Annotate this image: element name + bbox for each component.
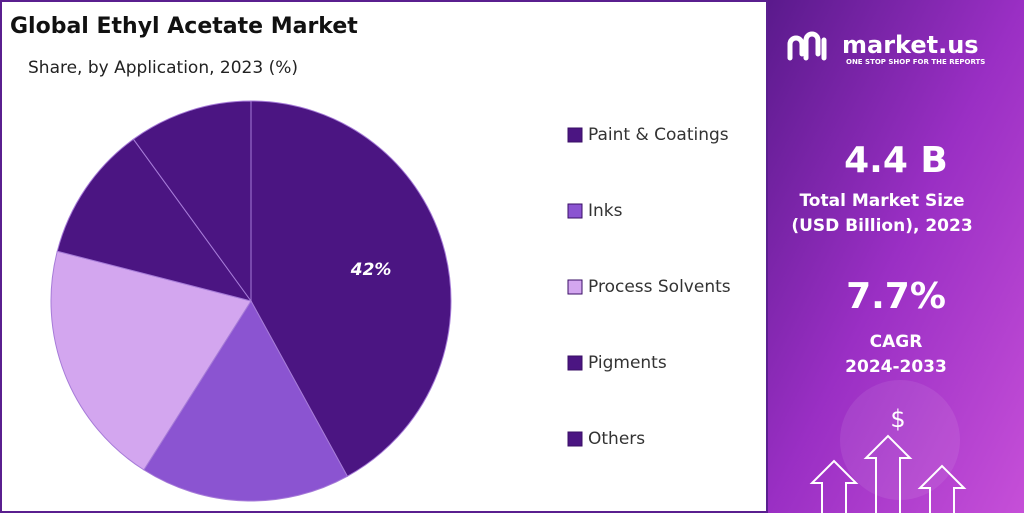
legend-swatch (567, 279, 583, 295)
legend-swatch (567, 127, 583, 143)
cagr-period: 2024-2033 (845, 357, 947, 377)
legend-swatch (567, 431, 583, 447)
arrows (809, 434, 967, 513)
legend-label: Others (588, 429, 645, 449)
legend-swatch (567, 355, 583, 371)
logo-icon (787, 31, 827, 61)
pie-slice (56, 138, 253, 302)
legend-label: Process Solvents (588, 277, 731, 297)
pie-slice (250, 100, 452, 477)
tagline: ONE STOP SHOP FOR THE REPORTS (846, 58, 985, 66)
currency-icon: $ (890, 405, 905, 433)
brand: market.us (842, 31, 979, 59)
chart-title: Global Ethyl Acetate Market (10, 14, 358, 39)
legend-label: Inks (588, 201, 623, 221)
logo (787, 31, 827, 61)
side-panel (768, 0, 1024, 513)
cagr-value: 7.7% (846, 276, 946, 317)
value-label: 42% (350, 260, 392, 280)
pie-slice (143, 300, 349, 502)
market-size-label: Total Market Size (799, 191, 964, 211)
panel-decoration (840, 380, 960, 500)
arrow (863, 434, 913, 513)
legend-swatch (567, 203, 583, 219)
cagr-label: CAGR (870, 332, 923, 352)
market-size: 4.4 B (844, 140, 948, 181)
pie-slice (132, 100, 252, 303)
arrow (917, 464, 967, 513)
chart-subtitle: Share, by Application, 2023 (%) (28, 58, 298, 78)
arrow (809, 459, 859, 513)
market-size-label: (USD Billion), 2023 (791, 216, 972, 236)
legend-label: Paint & Coatings (588, 125, 729, 145)
legend-label: Pigments (588, 353, 667, 373)
pie-slice (50, 250, 252, 471)
